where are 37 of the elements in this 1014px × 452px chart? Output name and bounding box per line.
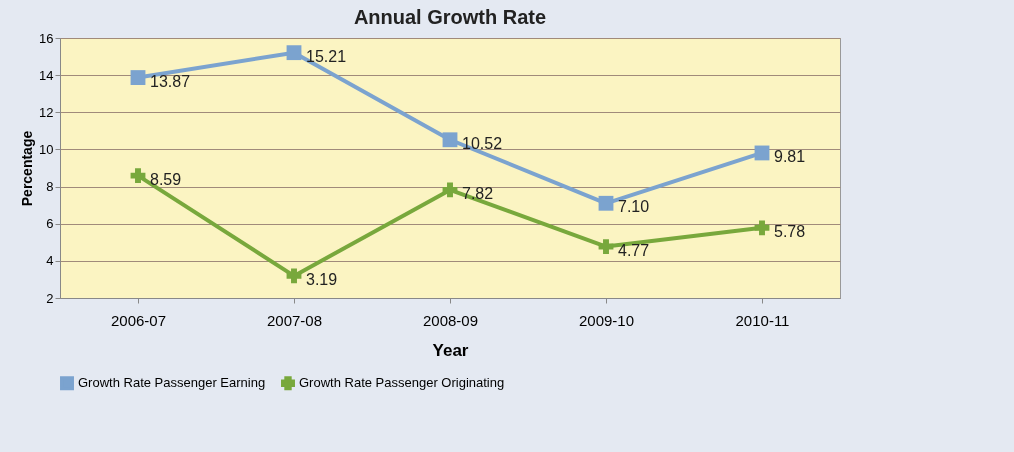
point	[598, 195, 614, 211]
legend-label: Growth Rate Passenger Earning	[78, 375, 266, 391]
data-label: 5.78	[774, 222, 806, 240]
data-label: 13.87	[150, 72, 191, 90]
point	[130, 70, 146, 85]
data-label: 10.52	[462, 134, 503, 152]
y-tick-label: 4	[46, 253, 54, 269]
y-tick-label: 16	[39, 30, 54, 46]
data-label: 8.59	[150, 170, 182, 188]
point	[286, 268, 302, 284]
data-label: 7.82	[462, 184, 494, 202]
point	[286, 45, 302, 61]
x-tick-label: 2006-07	[110, 311, 167, 329]
y-axis-title: Percentage	[19, 130, 36, 207]
y-tick-label: 10	[39, 141, 54, 157]
data-label: 7.10	[618, 198, 650, 216]
point	[598, 239, 614, 254]
data-label: 4.77	[618, 241, 650, 259]
point	[754, 220, 770, 236]
point	[442, 132, 458, 148]
x-tick-label: 2007-08	[266, 311, 323, 329]
data-label: 15.21	[306, 47, 347, 65]
x-tick-label: 2010-11	[735, 311, 790, 329]
y-tick-label: 6	[46, 216, 54, 232]
point	[442, 182, 458, 198]
y-tick-label: 8	[46, 179, 54, 195]
x-tick-label: 2009-10	[578, 311, 635, 329]
point	[130, 168, 146, 184]
x-tick-label: 2008-09	[422, 311, 479, 329]
y-tick-label: 12	[39, 104, 54, 120]
y-tick-label: 2	[46, 290, 54, 306]
y-tick-label: 14	[39, 67, 54, 83]
legend-label: Growth Rate Passenger Originating	[299, 375, 505, 391]
x-axis-title: Year	[432, 340, 469, 360]
data-label: 9.81	[774, 147, 806, 165]
data-label: 3.19	[306, 270, 338, 288]
chart-title: Annual Growth Rate	[353, 6, 547, 28]
